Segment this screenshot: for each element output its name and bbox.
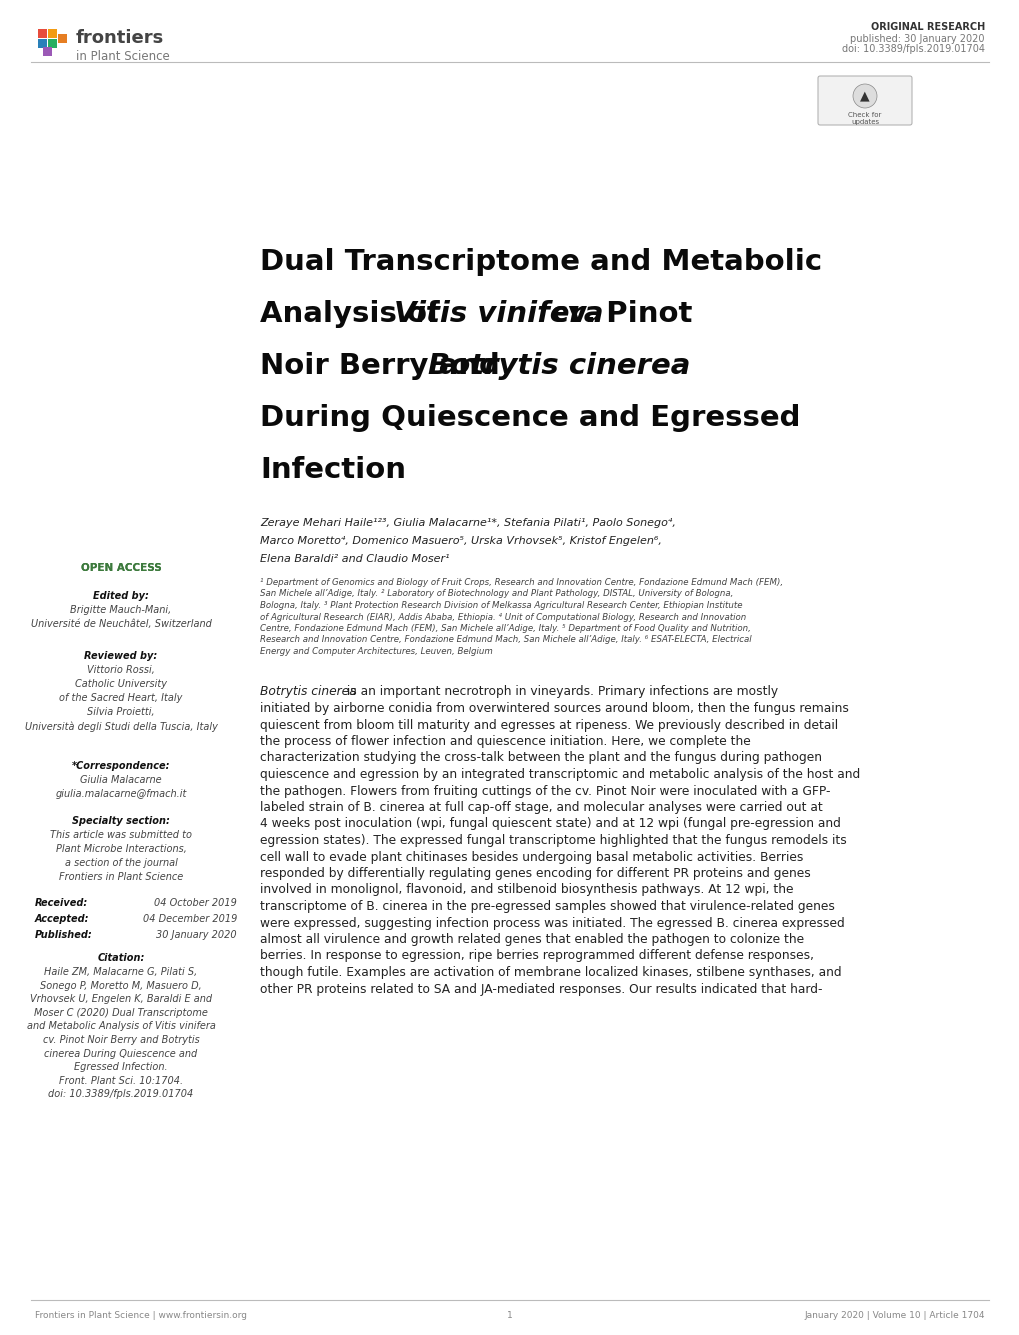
Text: in Plant Science: in Plant Science [76,49,169,63]
Bar [38,39,47,48]
Text: During Quiescence and Egressed: During Quiescence and Egressed [260,405,800,433]
FancyBboxPatch shape [817,76,911,125]
Text: ▲: ▲ [859,89,869,103]
Bar [58,33,67,43]
Text: the process of flower infection and quiescence initiation. Here, we complete the: the process of flower infection and quie… [260,736,750,748]
Text: Haile ZM, Malacarne G, Pilati S,
Sonego P, Moretto M, Masuero D,
Vrhovsek U, Eng: Haile ZM, Malacarne G, Pilati S, Sonego … [26,967,215,1100]
Text: OPEN ACCESS: OPEN ACCESS [81,563,161,573]
Text: Published:: Published: [35,930,93,940]
Text: published: 30 January 2020: published: 30 January 2020 [850,33,984,44]
Text: Energy and Computer Architectures, Leuven, Belgium: Energy and Computer Architectures, Leuve… [260,647,492,655]
Text: Frontiers in Plant Science | www.frontiersin.org: Frontiers in Plant Science | www.frontie… [35,1311,247,1320]
Text: 1: 1 [506,1311,513,1320]
Text: cell wall to evade plant chitinases besides undergoing basal metabolic activitie: cell wall to evade plant chitinases besi… [260,850,803,864]
Text: quiescent from bloom till maturity and egresses at ripeness. We previously descr: quiescent from bloom till maturity and e… [260,718,838,732]
Text: OPEN ACCESS: OPEN ACCESS [81,563,161,573]
Text: Zeraye Mehari Haile¹²³, Giulia Malacarne¹*, Stefania Pilati¹, Paolo Sonego⁴,: Zeraye Mehari Haile¹²³, Giulia Malacarne… [260,518,676,529]
Text: January 2020 | Volume 10 | Article 1704: January 2020 | Volume 10 | Article 1704 [804,1311,984,1320]
Text: other PR proteins related to SA and JA-mediated responses. Our results indicated: other PR proteins related to SA and JA-m… [260,983,821,996]
Text: Botrytis cinerea: Botrytis cinerea [260,685,357,698]
Text: updates: updates [850,119,878,125]
Text: were expressed, suggesting infection process was initiated. The egressed B. cine: were expressed, suggesting infection pro… [260,917,844,929]
Text: *Correspondence:: *Correspondence: [71,761,170,772]
Text: though futile. Examples are activation of membrane localized kinases, stilbene s: though futile. Examples are activation o… [260,967,841,979]
Text: Received:: Received: [35,898,89,908]
Text: frontiers: frontiers [76,29,164,47]
Text: transcriptome of B. cinerea in the pre-egressed samples showed that virulence-re: transcriptome of B. cinerea in the pre-e… [260,900,835,913]
Text: quiescence and egression by an integrated transcriptomic and metabolic analysis : quiescence and egression by an integrate… [260,768,859,781]
Text: Brigitte Mauch-Mani,
Université de Neuchâtel, Switzerland: Brigitte Mauch-Mani, Université de Neuch… [31,605,211,629]
Bar [43,47,52,56]
Text: Noir Berry and: Noir Berry and [260,352,510,380]
Text: characterization studying the cross-talk between the plant and the fungus during: characterization studying the cross-talk… [260,752,821,765]
Text: Citation:: Citation: [97,953,145,963]
Text: San Michele all’Adige, Italy. ² Laboratory of Biotechnology and Plant Pathology,: San Michele all’Adige, Italy. ² Laborato… [260,590,733,598]
Text: Centre, Fondazione Edmund Mach (FEM), San Michele all’Adige, Italy. ⁵ Department: Centre, Fondazione Edmund Mach (FEM), Sa… [260,623,750,633]
Text: the pathogen. Flowers from fruiting cuttings of the cv. Pinot Noir were inoculat: the pathogen. Flowers from fruiting cutt… [260,785,829,797]
Text: Specialty section:: Specialty section: [72,816,170,826]
Text: labeled strain of B. cinerea at full cap-off stage, and molecular analyses were : labeled strain of B. cinerea at full cap… [260,801,822,814]
Text: 04 October 2019: 04 October 2019 [154,898,236,908]
Text: of Agricultural Research (EIAR), Addis Ababa, Ethiopia. ⁴ Unit of Computational : of Agricultural Research (EIAR), Addis A… [260,613,746,622]
Text: Giulia Malacarne
giulia.malacarne@fmach.it: Giulia Malacarne giulia.malacarne@fmach.… [55,776,186,800]
Text: is an important necrotroph in vineyards. Primary infections are mostly: is an important necrotroph in vineyards.… [342,685,777,698]
Text: Analysis of: Analysis of [260,300,449,328]
Text: Botrytis cinerea: Botrytis cinerea [428,352,690,380]
Text: cv. Pinot: cv. Pinot [541,300,692,328]
Text: This article was submitted to
Plant Microbe Interactions,
a section of the journ: This article was submitted to Plant Micr… [50,830,192,882]
Bar [48,39,57,48]
Text: ¹ Department of Genomics and Biology of Fruit Crops, Research and Innovation Cen: ¹ Department of Genomics and Biology of … [260,578,783,587]
Text: Reviewed by:: Reviewed by: [85,651,158,661]
Text: doi: 10.3389/fpls.2019.01704: doi: 10.3389/fpls.2019.01704 [841,44,984,53]
Text: 30 January 2020: 30 January 2020 [156,930,236,940]
Text: Dual Transcriptome and Metabolic: Dual Transcriptome and Metabolic [260,248,821,276]
Text: Accepted:: Accepted: [35,914,90,924]
Text: berries. In response to egression, ripe berries reprogrammed different defense r: berries. In response to egression, ripe … [260,949,813,963]
Bar [48,29,57,37]
Text: Elena Baraldi² and Claudio Moser¹: Elena Baraldi² and Claudio Moser¹ [260,554,449,563]
Text: Vitis vinifera: Vitis vinifera [394,300,603,328]
Text: responded by differentially regulating genes encoding for different PR proteins : responded by differentially regulating g… [260,866,810,880]
Text: almost all virulence and growth related genes that enabled the pathogen to colon: almost all virulence and growth related … [260,933,803,947]
Text: Infection: Infection [260,457,406,485]
Text: Research and Innovation Centre, Fondazione Edmund Mach, San Michele all’Adige, I: Research and Innovation Centre, Fondazio… [260,635,751,645]
Text: ORIGINAL RESEARCH: ORIGINAL RESEARCH [870,21,984,32]
Text: Vittorio Rossi,
Catholic University
of the Sacred Heart, Italy
Silvia Proietti,
: Vittorio Rossi, Catholic University of t… [24,665,217,732]
Text: Marco Moretto⁴, Domenico Masuero⁵, Urska Vrhovsek⁵, Kristof Engelen⁶,: Marco Moretto⁴, Domenico Masuero⁵, Urska… [260,535,661,546]
Bar [38,29,47,37]
Text: Check for: Check for [848,112,880,117]
Circle shape [852,84,876,108]
Text: Bologna, Italy. ³ Plant Protection Research Division of Melkassa Agricultural Re: Bologna, Italy. ³ Plant Protection Resea… [260,601,742,610]
Text: Edited by:: Edited by: [93,591,149,601]
Text: initiated by airborne conidia from overwintered sources around bloom, then the f: initiated by airborne conidia from overw… [260,702,848,716]
Text: involved in monolignol, flavonoid, and stilbenoid biosynthesis pathways. At 12 w: involved in monolignol, flavonoid, and s… [260,884,793,897]
Text: egression states). The expressed fungal transcriptome highlighted that the fungu: egression states). The expressed fungal … [260,834,846,846]
Text: 04 December 2019: 04 December 2019 [143,914,236,924]
Text: 4 weeks post inoculation (wpi, fungal quiescent state) and at 12 wpi (fungal pre: 4 weeks post inoculation (wpi, fungal qu… [260,817,840,830]
